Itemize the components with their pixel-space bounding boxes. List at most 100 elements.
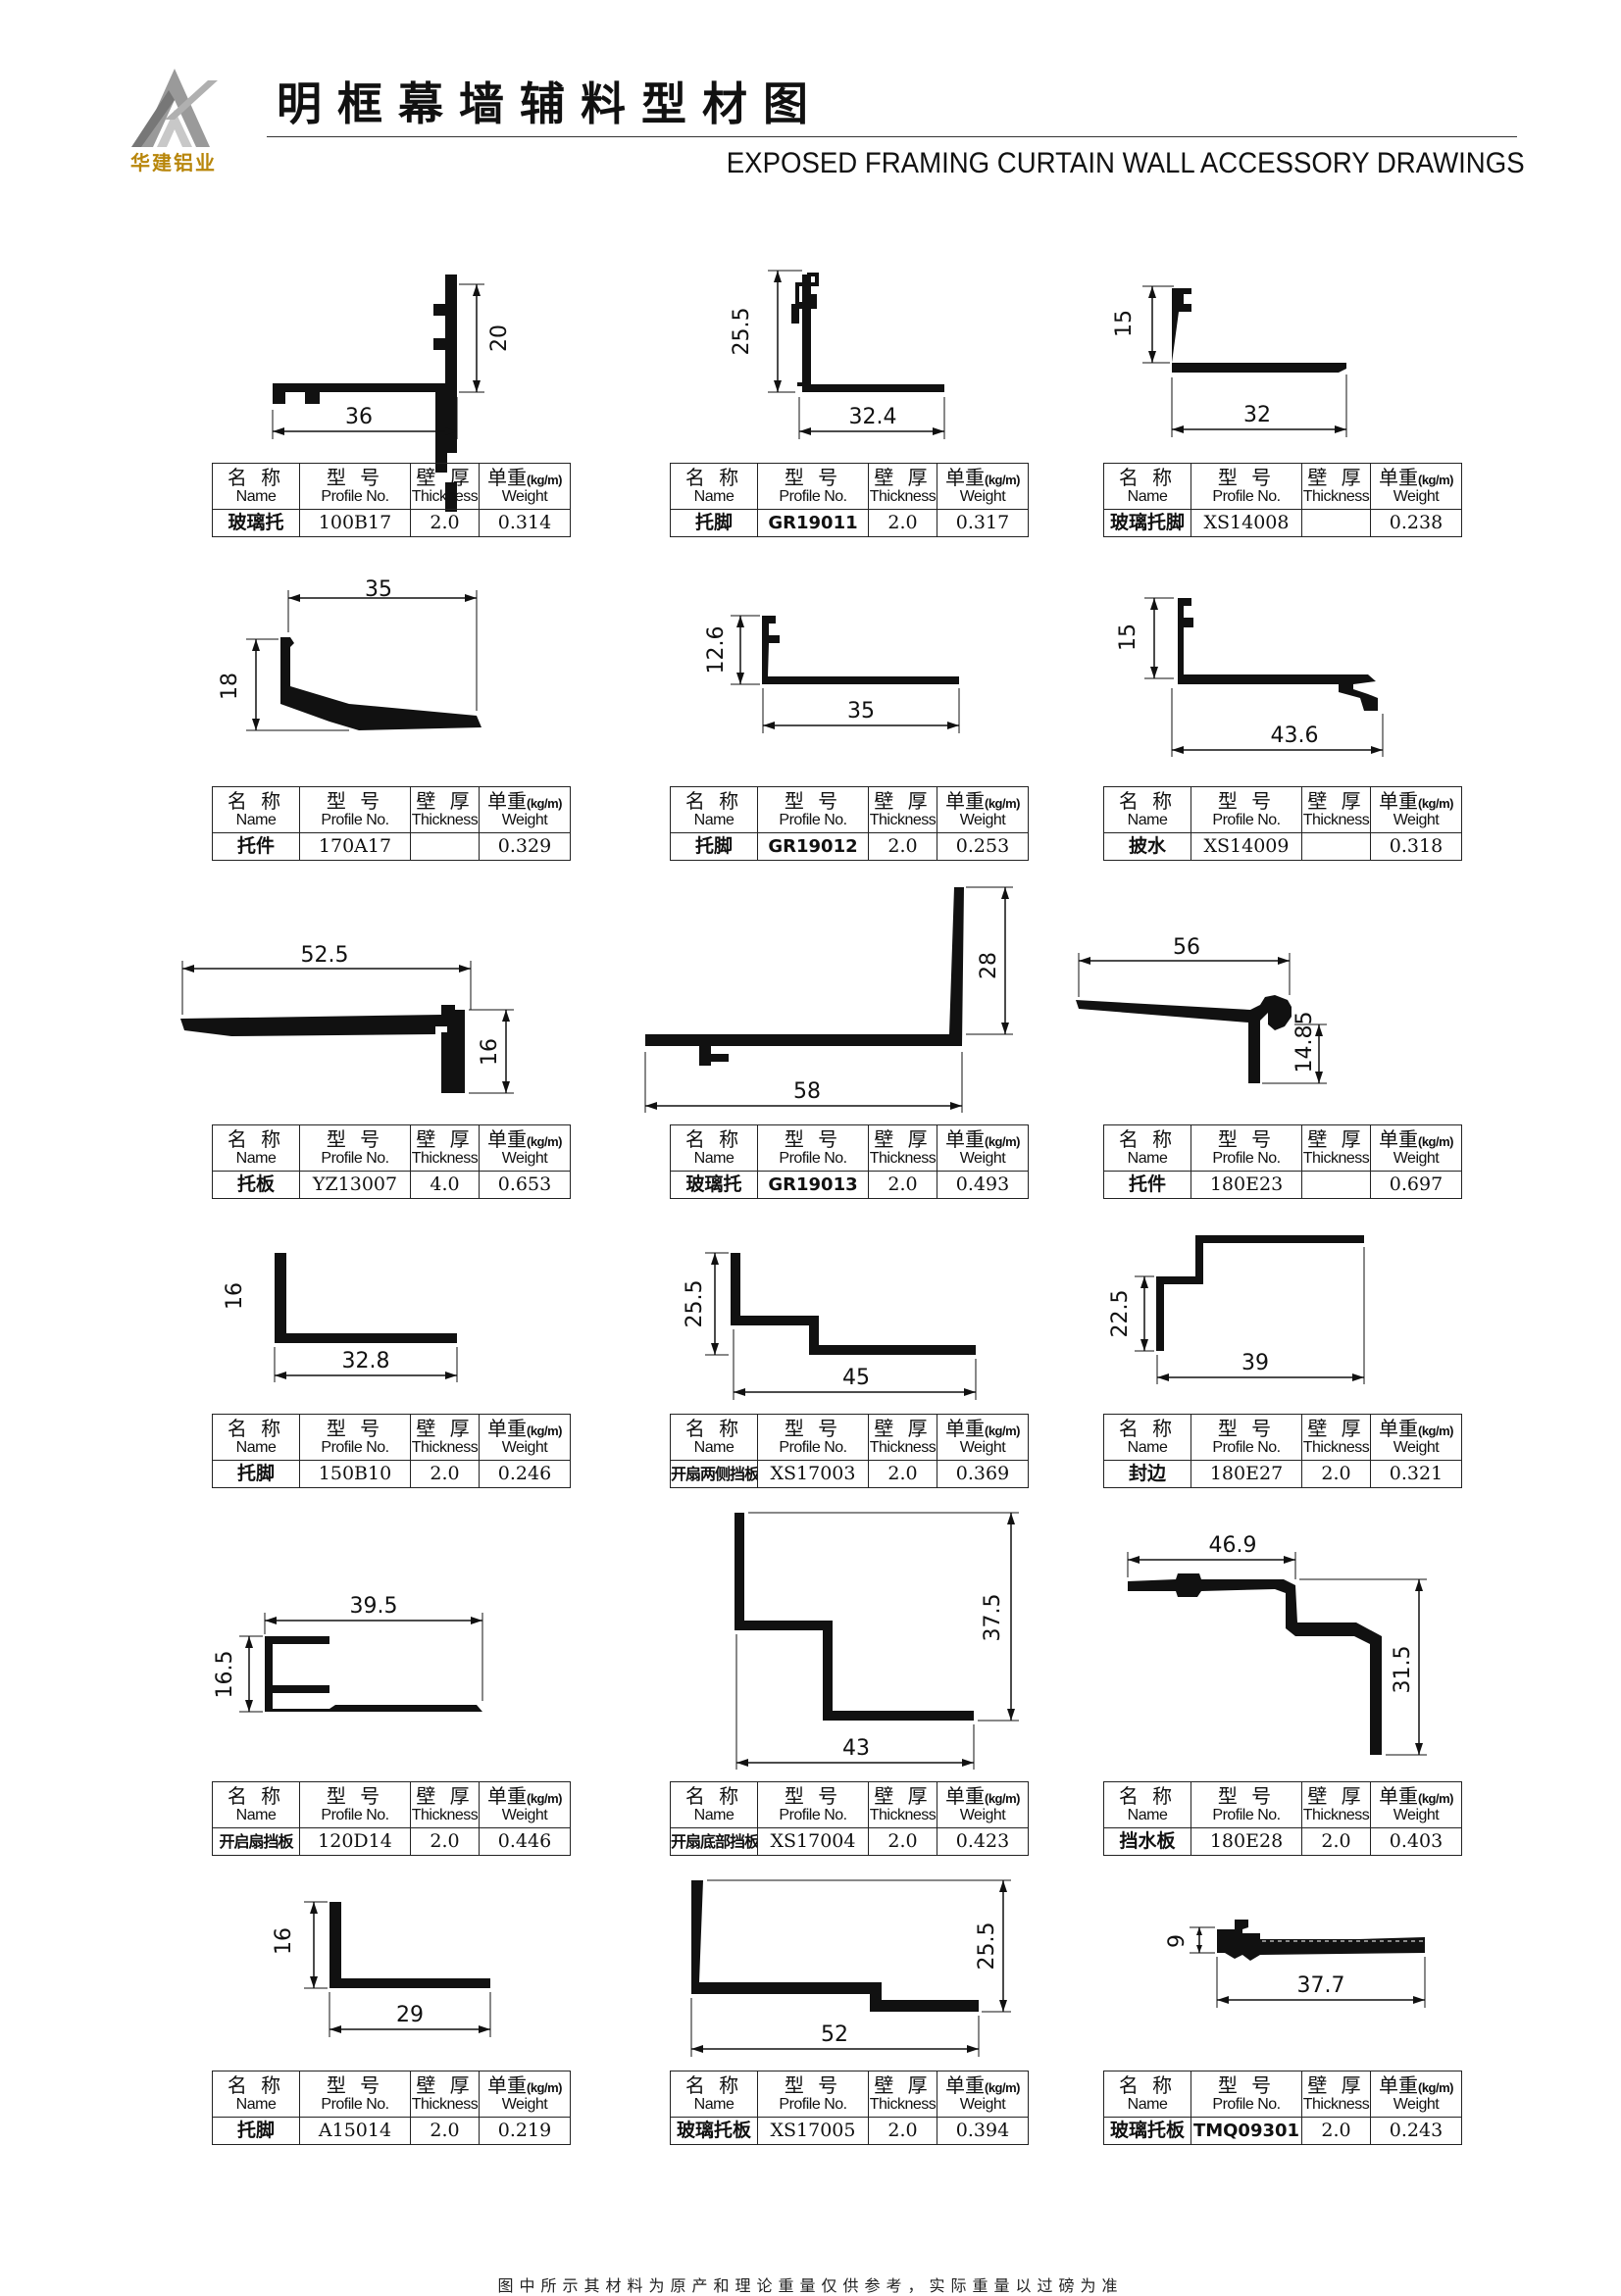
header-profile-en: Profile No. (321, 812, 389, 828)
thickness-value: 2.0 (868, 1827, 937, 1856)
header-thickness: 壁 厚 (874, 789, 932, 813)
header-weight: 单重 (487, 1127, 527, 1151)
header-profile-en: Profile No. (779, 1439, 847, 1456)
profile-drawing: 22.5 39 (1108, 1235, 1365, 1384)
header-profile: 型 号 (1217, 789, 1276, 813)
header-thickness-en: Thickness (869, 488, 937, 505)
dimension-label: 35 (847, 699, 875, 724)
header-name-en: Name (693, 812, 735, 828)
spec-table: 名 称 Name 型 号 Profile No. 壁 厚 Thickness 单重(k… (670, 1781, 1029, 1856)
dimension-label: 20 (487, 324, 512, 352)
weight-value: 0.314 (479, 509, 571, 537)
profile-no: 120D14 (299, 1827, 411, 1856)
footnote: 图中所示其材料为原产和理论重量仅供参考，实际重量以过磅为准 (497, 2276, 1124, 2295)
profile-no: TMQ09301 (1190, 2117, 1302, 2145)
profile-shape (1217, 1920, 1425, 1961)
weight-value: 0.329 (479, 832, 571, 861)
header-weight-unit: (kg/m) (985, 796, 1021, 811)
header-name-en: Name (1127, 1807, 1168, 1823)
weight-value: 0.318 (1370, 832, 1462, 861)
profile-drawing: 52.5 16 (180, 943, 514, 1094)
profile-drawing: 58 28 (644, 886, 1013, 1113)
header-profile-en: Profile No. (1212, 812, 1281, 828)
profile-drawing: 35 18 (218, 577, 481, 731)
header-name-en: Name (235, 812, 277, 828)
header-name-en: Name (693, 488, 735, 505)
profile-no: XS17005 (757, 2117, 869, 2145)
profile-no: XS14009 (1190, 832, 1302, 861)
spec-table: 名 称 Name 型 号 Profile No. 壁 厚 Thickness 单重(k… (1103, 463, 1462, 537)
header-thickness-en: Thickness (411, 812, 479, 828)
profile-shape (762, 616, 959, 684)
profile-drawing: 37.5 43 (735, 1512, 1019, 1770)
thickness-value: 2.0 (868, 509, 937, 537)
header-profile: 型 号 (784, 1127, 842, 1151)
profile-shape (329, 1902, 490, 1988)
header-profile-en: Profile No. (779, 1150, 847, 1167)
header-weight-en: Weight (1393, 1150, 1440, 1167)
product-name: 玻璃托脚 (1103, 509, 1191, 537)
product-name: 玻璃托板 (1103, 2117, 1191, 2145)
header-profile-en: Profile No. (321, 1807, 389, 1823)
product-name: 托板 (212, 1171, 300, 1199)
header-name-en: Name (1127, 1439, 1168, 1456)
header-thickness: 壁 厚 (874, 466, 932, 489)
weight-value: 0.246 (479, 1460, 571, 1488)
profile-card: 37.5 43 名 称 Name 型 号 Profile No. 壁 厚 Thickn… (670, 1512, 1029, 1856)
profile-shape (795, 273, 819, 386)
profile-card: 15 32 名 称 Name 型 号 Profile No. 壁 厚 Thicknes… (1103, 265, 1462, 559)
profile-card: 37.7 9 名 称 Name 型 号 Profile No. 壁 厚 Thickne… (1103, 1872, 1462, 2167)
profile-no: 100B17 (299, 509, 411, 537)
dimension-label: 39.5 (350, 1594, 398, 1619)
header-thickness: 壁 厚 (1307, 466, 1365, 489)
spec-table: 名 称 Name 型 号 Profile No. 壁 厚 Thickness 单重(k… (670, 2071, 1029, 2145)
product-name: 封边 (1103, 1460, 1191, 1488)
dimension-label: 22.5 (1108, 1290, 1133, 1338)
profile-drawing: 12.6 35 (704, 615, 960, 733)
header-thickness: 壁 厚 (874, 1127, 932, 1151)
header-profile-en: Profile No. (779, 812, 847, 828)
dimension-label: 16.5 (213, 1651, 237, 1699)
header-weight-en: Weight (501, 2096, 548, 2113)
header-profile-en: Profile No. (779, 2096, 847, 2113)
dimension-label: 58 (793, 1079, 821, 1104)
profile-card: 56 14.85 名 称 Name 型 号 Profile No. 壁 厚 Thick… (1076, 926, 1462, 1221)
header-name-en: Name (235, 488, 277, 505)
spec-table: 名 称 Name 型 号 Profile No. 壁 厚 Thickness 单重(k… (212, 786, 571, 861)
thickness-value: 2.0 (868, 1460, 937, 1488)
dimension-label: 29 (396, 2003, 424, 2027)
header-weight-unit: (kg/m) (1418, 1791, 1454, 1806)
dimension-label: 15 (1112, 310, 1137, 337)
header-thickness: 壁 厚 (1307, 789, 1365, 813)
header-profile-en: Profile No. (321, 488, 389, 505)
thickness-value (1301, 509, 1371, 537)
header-thickness: 壁 厚 (874, 1784, 932, 1808)
product-name: 挡水板 (1103, 1827, 1191, 1856)
header-weight-unit: (kg/m) (527, 1791, 563, 1806)
profile-card: 52.5 16 名 称 Name 型 号 Profile No. 壁 厚 Thickn… (180, 926, 571, 1221)
dimension-label: 12.6 (704, 626, 729, 674)
product-name: 托件 (1103, 1171, 1191, 1199)
profile-shape (645, 887, 964, 1066)
header-weight: 单重 (1379, 1417, 1418, 1440)
thickness-value: 2.0 (1301, 1827, 1371, 1856)
header-weight-en: Weight (959, 2096, 1006, 2113)
product-name: 玻璃托板 (670, 2117, 758, 2145)
product-name: 玻璃托 (212, 509, 300, 537)
dimension-label: 28 (977, 952, 1001, 979)
header-profile: 型 号 (326, 1127, 384, 1151)
header-name: 名 称 (227, 789, 285, 813)
dimension-label: 16 (272, 1927, 296, 1955)
header-weight-en: Weight (501, 1439, 548, 1456)
thickness-value: 2.0 (868, 2117, 937, 2145)
dimension-label: 37.7 (1297, 1973, 1345, 1998)
thickness-value: 2.0 (868, 832, 937, 861)
profile-drawing: 29 16 (272, 1901, 491, 2037)
header-profile: 型 号 (326, 1784, 384, 1808)
profile-drawing: 46.9 31.5 (1127, 1533, 1427, 1756)
thickness-value: 2.0 (410, 2117, 480, 2145)
header-weight: 单重 (945, 1417, 985, 1440)
header-profile-en: Profile No. (321, 1439, 389, 1456)
header-weight-unit: (kg/m) (985, 1423, 1021, 1438)
spec-table: 名 称 Name 型 号 Profile No. 壁 厚 Thickness 单重(k… (670, 1414, 1029, 1488)
